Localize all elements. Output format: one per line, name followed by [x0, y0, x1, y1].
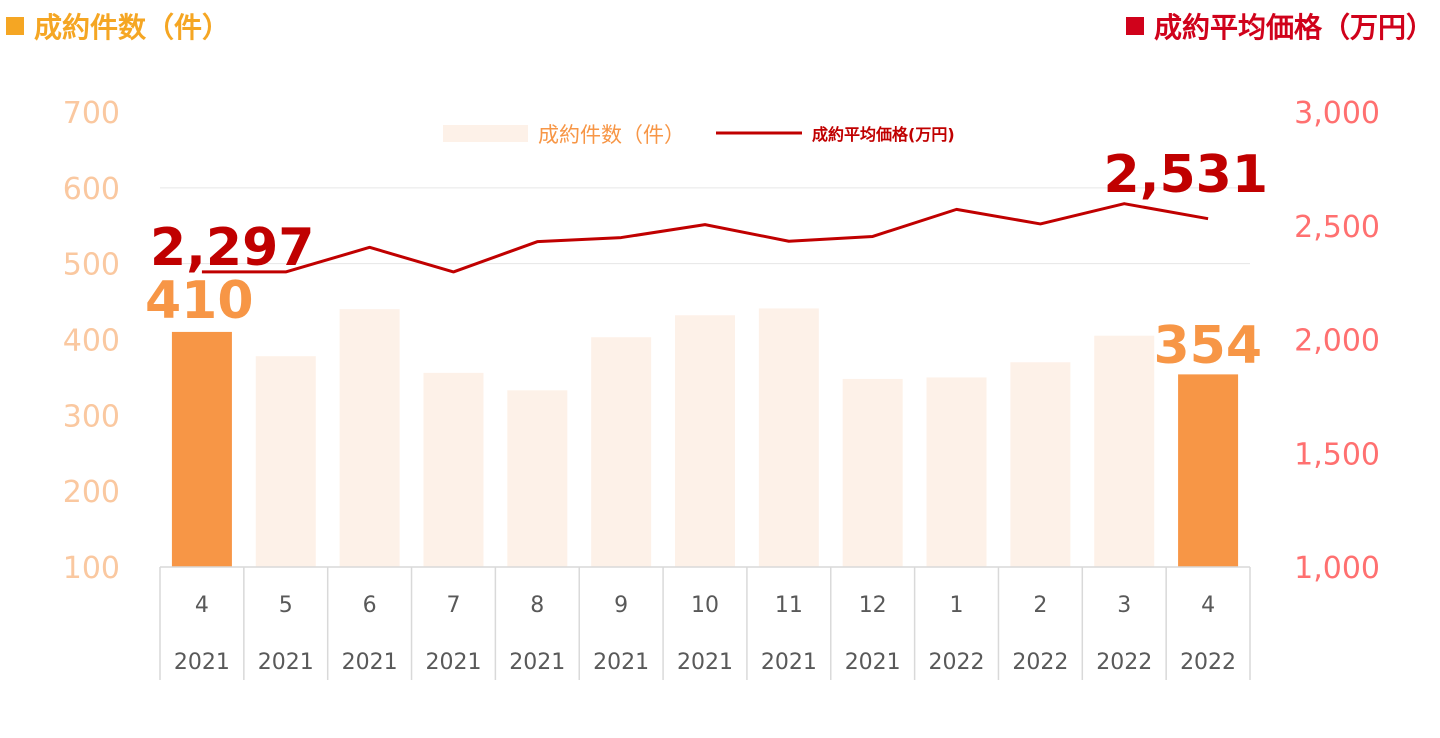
right-axis-tick-label: 1,000 — [1294, 551, 1380, 586]
year-label: 2021 — [342, 650, 398, 675]
month-label: 8 — [530, 593, 544, 618]
bar — [1010, 362, 1071, 567]
year-label: 2021 — [509, 650, 565, 675]
count-callout: 354 — [1153, 316, 1262, 376]
bar — [758, 308, 819, 567]
year-label: 2021 — [761, 650, 817, 675]
year-label: 2022 — [1096, 650, 1152, 675]
bar — [339, 309, 400, 567]
legend: 成約件数（件） 成約平均価格(万円) — [443, 123, 955, 147]
left-axis-tick-label: 100 — [63, 551, 120, 586]
line-series — [201, 202, 1209, 274]
bar — [842, 378, 903, 567]
count-square-icon — [6, 17, 24, 35]
month-label: 4 — [195, 593, 209, 618]
month-label: 3 — [1117, 593, 1131, 618]
count-callout: 410 — [145, 271, 254, 331]
legend-line-label: 成約平均価格(万円) — [812, 125, 955, 144]
year-label: 2022 — [929, 650, 985, 675]
bar — [591, 337, 652, 567]
left-axis-tick-label: 300 — [63, 399, 120, 434]
year-label: 2021 — [677, 650, 733, 675]
left-axis-tick-label: 500 — [63, 248, 120, 283]
bar — [423, 372, 484, 567]
right-axis-tick-label: 2,000 — [1294, 324, 1380, 359]
legend-bar-label: 成約件数（件） — [538, 123, 685, 147]
month-label: 6 — [363, 593, 377, 618]
legend-bar-swatch — [443, 125, 528, 142]
month-label: 7 — [446, 593, 460, 618]
grid-lines — [160, 187, 1250, 265]
price-line — [201, 202, 1209, 274]
year-label: 2021 — [258, 650, 314, 675]
bar-series — [171, 308, 1239, 567]
axes: 100 200 300 400 500 600 700 1,000 1,500 2,000 2,50… — [63, 96, 1380, 680]
left-axis-tick-label: 600 — [63, 172, 120, 207]
price-axis-title-text: 成約平均価格（万円） — [1153, 11, 1434, 44]
bar — [926, 377, 987, 567]
price-callout: 2,297 — [150, 218, 314, 278]
bar — [255, 356, 316, 567]
year-label: 2021 — [845, 650, 901, 675]
bar — [171, 331, 232, 567]
month-label: 12 — [859, 593, 887, 618]
month-label: 9 — [614, 593, 628, 618]
left-axis-tick-label: 400 — [63, 324, 120, 359]
bar — [507, 390, 568, 567]
price-axis-title: 成約平均価格（万円） — [1125, 6, 1434, 46]
right-axis-tick-label: 1,500 — [1294, 437, 1380, 472]
price-square-icon — [1125, 17, 1144, 35]
bar — [1178, 374, 1239, 567]
month-label: 1 — [950, 593, 964, 618]
year-label: 2022 — [1012, 650, 1068, 675]
bar — [1094, 335, 1155, 567]
left-axis-tick-label: 200 — [63, 475, 120, 510]
year-label: 2021 — [174, 650, 230, 675]
year-label: 2021 — [593, 650, 649, 675]
price-callout: 2,531 — [1104, 145, 1268, 205]
month-label: 2 — [1033, 593, 1047, 618]
year-label: 2022 — [1180, 650, 1236, 675]
year-label: 2021 — [425, 650, 481, 675]
month-label: 5 — [279, 593, 293, 618]
month-label: 4 — [1201, 593, 1215, 618]
left-axis-tick-label: 700 — [63, 96, 120, 131]
month-label: 11 — [775, 593, 803, 618]
right-axis-tick-label: 2,500 — [1294, 210, 1380, 245]
bar — [675, 315, 735, 567]
month-label: 10 — [691, 593, 719, 618]
count-axis-title: 成約件数（件） — [6, 6, 230, 46]
right-axis-tick-label: 3,000 — [1294, 96, 1380, 131]
count-axis-title-text: 成約件数（件） — [34, 11, 231, 44]
